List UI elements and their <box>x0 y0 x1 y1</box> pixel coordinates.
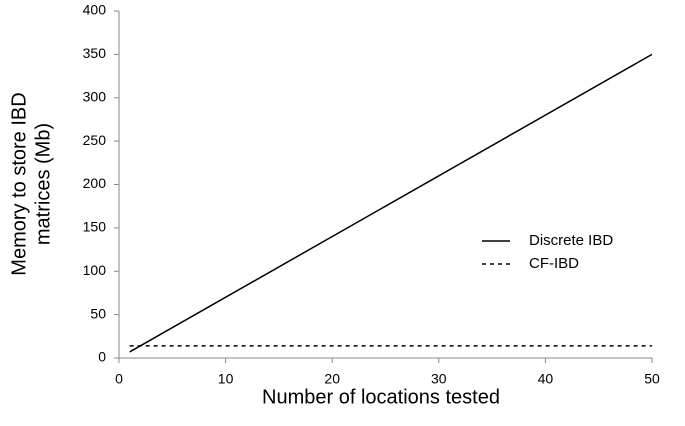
y-tick-label: 350 <box>83 45 107 61</box>
y-tick-label: 400 <box>83 2 107 18</box>
y-axis-title: matrices (Mb) <box>32 123 54 245</box>
y-tick-label: 300 <box>83 88 107 104</box>
y-tick-label: 250 <box>83 132 107 148</box>
y-axis-title: Memory to store IBD <box>8 92 30 275</box>
series-line <box>129 53 653 353</box>
y-tick-label: 50 <box>90 305 106 321</box>
x-tick-label: 50 <box>644 371 660 387</box>
x-tick-label: 20 <box>324 371 340 387</box>
y-tick-label: 150 <box>83 219 107 235</box>
legend-label: CF-IBD <box>529 255 579 272</box>
y-tick-label: 100 <box>83 262 107 278</box>
y-tick-label: 0 <box>98 349 106 365</box>
y-tick-label: 200 <box>83 175 107 191</box>
legend-label: Discrete IBD <box>529 232 613 249</box>
x-tick-label: 10 <box>218 371 234 387</box>
x-tick-label: 0 <box>115 371 123 387</box>
x-tick-label: 30 <box>431 371 447 387</box>
x-axis-title: Number of locations tested <box>262 386 500 408</box>
x-tick-label: 40 <box>538 371 554 387</box>
